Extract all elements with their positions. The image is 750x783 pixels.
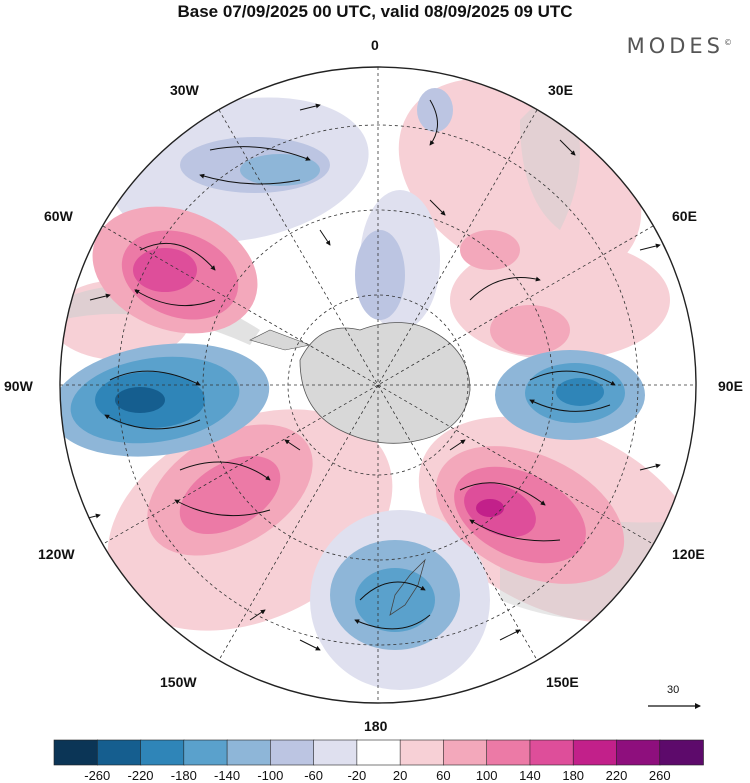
- colorbar-tick-label: 260: [649, 768, 671, 783]
- colorbar-tick-label: 180: [562, 768, 584, 783]
- colorbar-tick-label: -260: [84, 768, 110, 783]
- modes-logo: MODES©: [626, 34, 732, 58]
- graticule: [60, 67, 696, 703]
- colorbar-swatch: [270, 739, 315, 766]
- colorbar-swatch: [183, 739, 228, 766]
- wind-reference-value: 30: [667, 684, 680, 696]
- colorbar-tick-label: -180: [171, 768, 197, 783]
- colorbar-tick-label: -60: [304, 768, 323, 783]
- lon-label-60e: 60E: [672, 208, 697, 224]
- colorbar-tick-label: -220: [128, 768, 154, 783]
- colorbar: -260 -220 -180 -140 -100 -60 -20 20 60 100 140 180 2…: [53, 739, 704, 783]
- lon-label-0: 0: [371, 37, 379, 53]
- wind-vectors: [79, 99, 661, 651]
- lon-label-150e: 150E: [546, 674, 579, 690]
- map-border: [59, 66, 697, 704]
- colorbar-swatch: [443, 739, 488, 766]
- colorbar-tick-label: -140: [214, 768, 240, 783]
- colorbar-swatch: [659, 739, 704, 766]
- colorbar-swatch: [486, 739, 531, 766]
- lon-label-120e: 120E: [672, 546, 705, 562]
- colorbar-swatch: [140, 739, 185, 766]
- colorbar-tick-label: -20: [347, 768, 366, 783]
- colorbar-swatch: [313, 739, 358, 766]
- colorbar-swatch: [572, 739, 618, 766]
- lon-label-150w: 150W: [160, 674, 197, 690]
- colorbar-tick-label: 220: [606, 768, 628, 783]
- lon-label-60w: 60W: [44, 208, 73, 224]
- colorbar-swatch: [356, 739, 401, 766]
- colorbar-swatch: [53, 739, 99, 766]
- colorbar-swatch: [96, 739, 142, 766]
- lon-label-120w: 120W: [38, 546, 75, 562]
- colorbar-tick-label: 60: [436, 768, 450, 783]
- lon-label-90e: 90E: [718, 378, 743, 394]
- colorbar-swatch: [616, 739, 661, 766]
- colorbar-tick-label: -100: [257, 768, 283, 783]
- antarctica: [299, 322, 471, 444]
- colorbar-swatch: [399, 739, 445, 766]
- colorbar-tick-label: 100: [476, 768, 498, 783]
- lon-label-90w: 90W: [4, 378, 33, 394]
- colorbar-tick-label: 20: [393, 768, 407, 783]
- lon-label-30w: 30W: [170, 82, 199, 98]
- colorbar-tick-label: 140: [519, 768, 541, 783]
- lon-label-30e: 30E: [548, 82, 573, 98]
- colorbar-swatch: [226, 739, 272, 766]
- colorbar-swatch: [529, 739, 575, 766]
- map-title: Base 07/09/2025 00 UTC, valid 08/09/2025…: [177, 2, 573, 21]
- lon-label-180: 180: [364, 718, 388, 734]
